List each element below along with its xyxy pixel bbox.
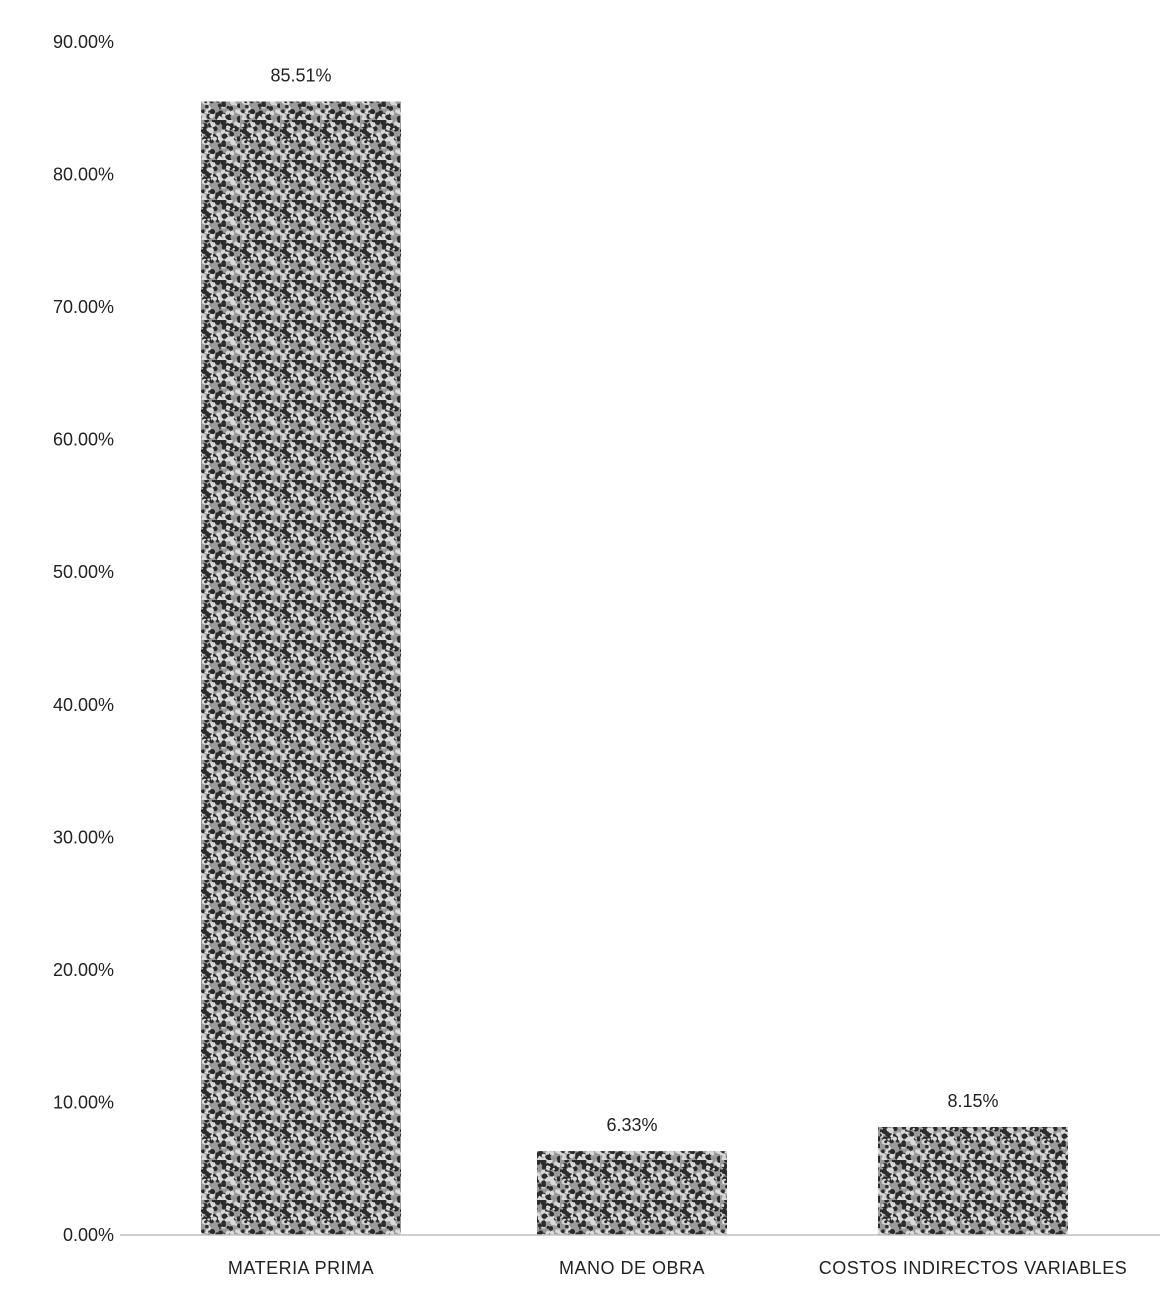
- y-tick-label: 40.00%: [53, 695, 114, 715]
- x-tick-label: MATERIA PRIMA: [228, 1258, 374, 1278]
- y-tick-label: 60.00%: [53, 430, 114, 450]
- bar: [201, 101, 401, 1235]
- y-tick-label: 80.00%: [53, 165, 114, 185]
- y-tick-label: 20.00%: [53, 960, 114, 980]
- bar: [537, 1151, 727, 1235]
- y-tick-label: 90.00%: [53, 32, 114, 52]
- y-axis: 0.00% 10.00% 20.00% 30.00% 40.00% 50.00% 60.00…: [53, 32, 114, 1245]
- y-tick-label: 50.00%: [53, 562, 114, 582]
- data-label: 85.51%: [270, 66, 331, 86]
- y-tick-label: 70.00%: [53, 297, 114, 317]
- data-label: 8.15%: [947, 1091, 998, 1111]
- x-tick-label: COSTOS INDIRECTOS VARIABLES: [819, 1258, 1128, 1278]
- y-tick-label: 10.00%: [53, 1092, 114, 1112]
- data-labels-group: 85.51% 6.33% 8.15%: [270, 66, 998, 1136]
- bar: [878, 1126, 1068, 1235]
- x-axis: MATERIA PRIMA MANO DE OBRA COSTOS INDIRECT…: [228, 1258, 1127, 1278]
- bars-group: [201, 101, 1068, 1235]
- y-tick-label: 30.00%: [53, 827, 114, 847]
- x-tick-label: MANO DE OBRA: [559, 1258, 705, 1278]
- data-label: 6.33%: [606, 1115, 657, 1135]
- y-tick-label: 0.00%: [63, 1225, 114, 1245]
